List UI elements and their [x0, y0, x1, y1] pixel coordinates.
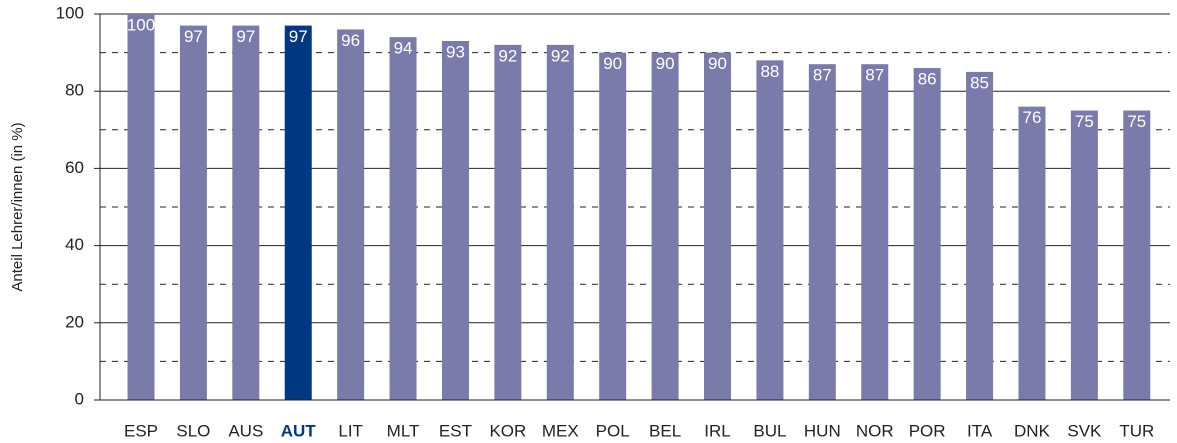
- value-label: 75: [1127, 112, 1146, 131]
- value-label: 85: [970, 73, 989, 92]
- x-tick-label: ESP: [124, 421, 158, 440]
- value-label: 93: [446, 43, 465, 62]
- value-label: 97: [184, 27, 203, 46]
- y-tick-label: 60: [65, 158, 84, 177]
- value-label: 86: [918, 70, 937, 89]
- value-label: 97: [236, 27, 255, 46]
- bar: [441, 41, 469, 401]
- x-tick-label: SLO: [176, 421, 210, 440]
- bar: [861, 64, 889, 401]
- x-tick-label: AUS: [228, 421, 263, 440]
- bar: [966, 71, 994, 401]
- x-tick-label: TUR: [1119, 421, 1154, 440]
- y-tick-label: 20: [65, 312, 84, 331]
- value-label: 100: [127, 15, 155, 34]
- bar: [808, 64, 836, 401]
- x-tick-label: ITA: [967, 421, 993, 440]
- x-tick-label: BUL: [753, 421, 786, 440]
- y-axis-label: Anteil Lehrer/innen (in %): [9, 122, 26, 291]
- bar: [704, 52, 732, 400]
- y-tick-label: 40: [65, 235, 84, 254]
- x-tick-label: EST: [439, 421, 472, 440]
- x-tick-label: POL: [596, 421, 630, 440]
- x-tick-label: KOR: [489, 421, 526, 440]
- x-tick-label: POR: [909, 421, 946, 440]
- bar: [599, 52, 627, 400]
- x-tick-label: IRL: [704, 421, 730, 440]
- bar: [1123, 110, 1151, 400]
- y-tick-label: 0: [75, 389, 84, 408]
- value-label: 90: [603, 54, 622, 73]
- bar: [546, 44, 574, 400]
- bar: [1070, 110, 1098, 400]
- y-tick-label: 100: [56, 3, 84, 22]
- value-label: 96: [341, 31, 360, 50]
- x-tick-label: AUT: [281, 421, 317, 440]
- bar: [232, 25, 260, 401]
- bar: [389, 37, 417, 400]
- value-label: 90: [656, 54, 675, 73]
- bar: [1018, 106, 1046, 400]
- x-tick-label: LIT: [338, 421, 363, 440]
- value-label: 97: [289, 27, 308, 46]
- bar: [651, 52, 679, 400]
- bar: [337, 29, 365, 400]
- x-tick-label: SVK: [1067, 421, 1102, 440]
- bar: [756, 60, 784, 400]
- bar: [284, 25, 312, 401]
- x-tick-label: HUN: [804, 421, 841, 440]
- x-tick-label: BEL: [649, 421, 681, 440]
- bar: [494, 44, 522, 400]
- value-label: 75: [1075, 112, 1094, 131]
- x-tick-label: NOR: [856, 421, 894, 440]
- value-label: 88: [760, 62, 779, 81]
- value-label: 87: [813, 66, 832, 85]
- y-tick-label: 80: [65, 81, 84, 100]
- bar: [179, 25, 207, 401]
- x-tick-label: DNK: [1014, 421, 1051, 440]
- value-label: 94: [394, 39, 413, 58]
- value-label: 90: [708, 54, 727, 73]
- value-label: 92: [498, 46, 517, 65]
- value-label: 92: [551, 46, 570, 65]
- bar: [913, 68, 941, 400]
- x-tick-label: MEX: [542, 421, 579, 440]
- value-label: 87: [865, 66, 884, 85]
- bar: [127, 14, 155, 400]
- value-label: 76: [1023, 108, 1042, 127]
- x-tick-label: MLT: [387, 421, 420, 440]
